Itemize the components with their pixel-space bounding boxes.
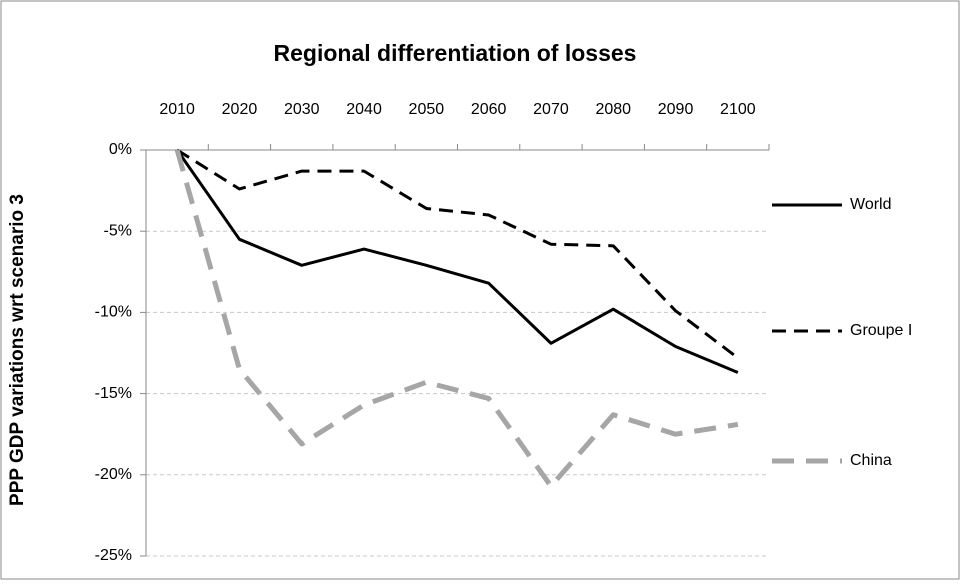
x-tick-label: 2030 (284, 101, 320, 118)
y-tick-label: -15% (95, 385, 132, 402)
legend-label: World (850, 196, 892, 213)
legend-label: Groupe I (850, 322, 912, 339)
y-tick-label: -25% (95, 547, 132, 564)
x-tick-label: 2080 (595, 101, 631, 118)
x-tick-label: 2010 (159, 101, 195, 118)
x-tick-label: 2050 (409, 101, 445, 118)
x-tick-label: 2060 (471, 101, 507, 118)
x-tick-label: 2090 (658, 101, 694, 118)
series-line (175, 149, 739, 374)
legend-label: China (850, 452, 892, 469)
y-tick-label: -5% (104, 222, 132, 239)
y-tick-label: -20% (95, 466, 132, 483)
x-tick-label: 2020 (222, 101, 258, 118)
series-line (174, 149, 739, 489)
x-tick-label: 2100 (720, 101, 756, 118)
y-tick-label: 0% (109, 141, 132, 158)
x-tick-label: 2070 (533, 101, 569, 118)
y-axis-title: PPP GDP variations wrt scenario 3 (7, 194, 28, 506)
series-line (176, 148, 739, 360)
chart-title: Regional differentiation of losses (274, 40, 637, 66)
x-tick-label: 2040 (346, 101, 382, 118)
y-tick-label: -10% (95, 304, 132, 321)
